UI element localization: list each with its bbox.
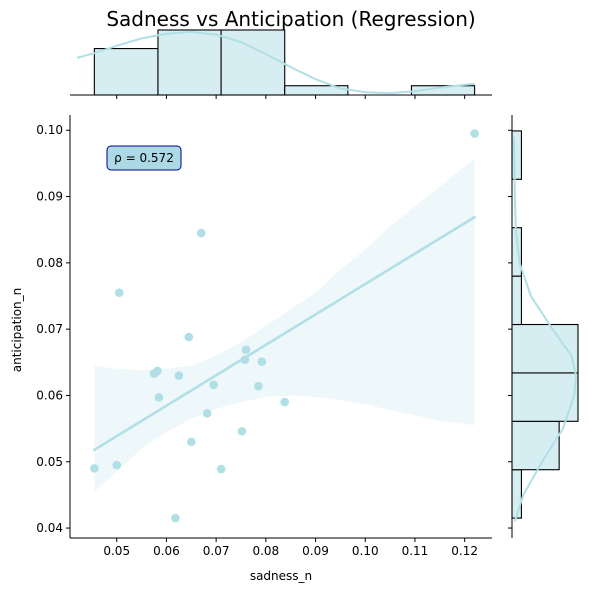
correlation-annotation: ρ = 0.572 bbox=[106, 145, 182, 171]
x-tick-label: 0.06 bbox=[153, 544, 180, 558]
data-point-13 bbox=[209, 380, 218, 390]
confidence-band bbox=[94, 158, 475, 492]
x-hist-bar-3 bbox=[220, 29, 286, 96]
y-tick-label: 0.10 bbox=[36, 123, 63, 137]
y-kde-curve bbox=[512, 136, 578, 522]
y-hist-bar-3 bbox=[511, 372, 579, 422]
x-tick-label: 0.08 bbox=[252, 544, 279, 558]
y-tick-label: 0.07 bbox=[36, 322, 63, 336]
x-hist-bar-6 bbox=[410, 85, 476, 96]
x-marginal-histogram bbox=[70, 29, 492, 99]
regression-line bbox=[93, 215, 476, 452]
x-hist-bar-2 bbox=[157, 29, 222, 96]
annotation-text: ρ = 0.572 bbox=[114, 151, 174, 165]
x-tick-label: 0.11 bbox=[402, 544, 429, 558]
x-tick-label: 0.05 bbox=[103, 544, 130, 558]
chart-title: Sadness vs Anticipation (Regression) bbox=[106, 7, 475, 31]
y-tick-label: 0.05 bbox=[36, 455, 63, 469]
x-kde-curve bbox=[76, 30, 475, 95]
x-tick-label: 0.10 bbox=[352, 544, 379, 558]
data-point-8 bbox=[174, 371, 184, 380]
x-tick-label: 0.12 bbox=[451, 544, 478, 558]
y-tick-label: 0.06 bbox=[36, 388, 63, 402]
data-point-7 bbox=[171, 513, 180, 523]
data-point-19 bbox=[257, 357, 267, 366]
data-point-17 bbox=[241, 345, 251, 355]
y-tick-label: 0.04 bbox=[36, 521, 63, 535]
data-point-21 bbox=[470, 129, 479, 138]
data-point-6 bbox=[154, 393, 164, 402]
data-point-15 bbox=[237, 426, 247, 436]
x-tick-label: 0.09 bbox=[302, 544, 329, 558]
x-tick-label: 0.07 bbox=[203, 544, 230, 558]
y-hist-bar-5 bbox=[511, 275, 522, 326]
data-point-10 bbox=[186, 437, 196, 447]
data-point-11 bbox=[196, 228, 206, 238]
y-marginal-histogram bbox=[508, 115, 579, 538]
x-axis-label: sadness_n bbox=[250, 569, 312, 583]
y-tick-label: 0.09 bbox=[36, 190, 63, 204]
data-point-18 bbox=[254, 381, 263, 391]
y-hist-bar-1 bbox=[511, 469, 522, 519]
data-point-1 bbox=[90, 464, 99, 473]
data-point-9 bbox=[184, 332, 194, 342]
y-hist-bar-6 bbox=[511, 227, 522, 277]
y-hist-bar-4 bbox=[511, 323, 579, 374]
y-tick-label: 0.08 bbox=[36, 256, 63, 270]
annotation-box bbox=[106, 145, 182, 171]
data-point-12 bbox=[202, 409, 212, 418]
data-point-14 bbox=[216, 464, 226, 474]
y-axis-label: anticipation_n bbox=[10, 288, 24, 373]
x-hist-bar-1 bbox=[93, 48, 159, 96]
scatter-regression-plot: 0.05 0.06 0.07 0.08 0.09 0.10 0.11 0.12 0.04 0.05… bbox=[36, 115, 492, 558]
y-hist-bar-8 bbox=[511, 130, 522, 180]
data-point-3 bbox=[114, 288, 124, 297]
data-point-20 bbox=[280, 397, 290, 407]
data-point-5 bbox=[153, 366, 162, 376]
data-point-2 bbox=[112, 460, 122, 470]
